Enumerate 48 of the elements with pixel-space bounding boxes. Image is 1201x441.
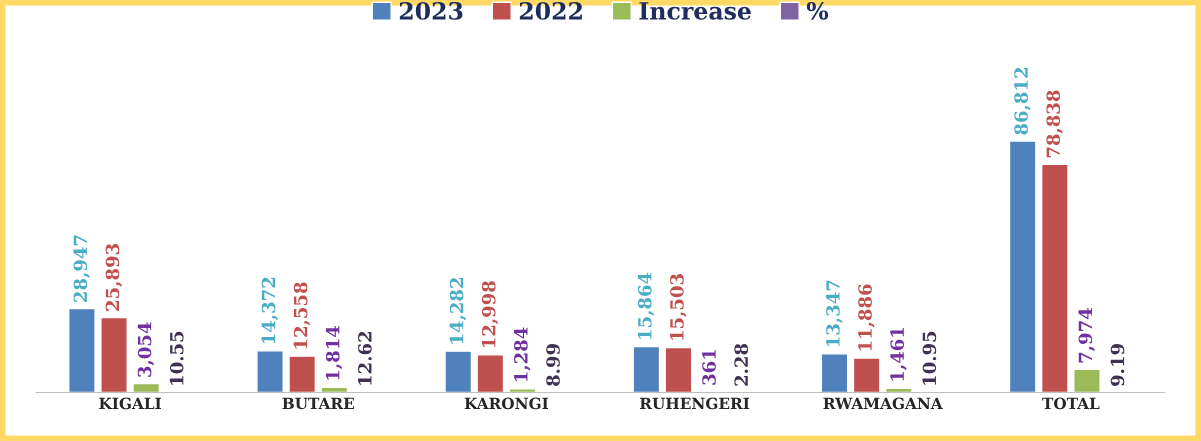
data-label: 14,372 [261, 277, 279, 344]
data-label: 11,886 [858, 284, 875, 351]
x-tick-label: KARONGI [464, 397, 549, 410]
legend-label: 2023 [399, 1, 463, 20]
bar [1073, 368, 1101, 393]
data-label: 7,974 [1078, 308, 1095, 363]
bar [820, 353, 849, 393]
legend-label: Increase [639, 2, 751, 20]
data-label: 1,461 [890, 327, 907, 381]
x-tick-label: TOTAL [1042, 397, 1100, 410]
data-label: 9.19 [1110, 344, 1125, 386]
x-tick-label: RUHENGERI [639, 397, 750, 410]
data-label: 15,503 [670, 274, 687, 340]
data-label: 10.95 [922, 331, 937, 385]
data-label: 12.62 [358, 331, 372, 385]
data-label: 361 [702, 350, 716, 385]
x-tick-label: KIGALI [99, 397, 162, 410]
bar [256, 350, 284, 393]
bar [852, 357, 881, 393]
data-label: 86,812 [1014, 68, 1031, 135]
bar [1040, 163, 1069, 393]
data-label: 3,054 [137, 322, 155, 377]
bar [664, 346, 693, 393]
data-label: 25,893 [105, 244, 122, 311]
data-label: 12,558 [293, 282, 311, 349]
data-label: 8.99 [546, 344, 560, 386]
data-label: 1,814 [325, 325, 343, 380]
legend-label: 2022 [519, 1, 582, 20]
bar [68, 307, 96, 393]
data-label: 15,864 [637, 272, 655, 339]
bar [632, 345, 661, 393]
data-label: 14,282 [449, 278, 467, 344]
x-tick-label: RWAMAGANA [823, 397, 943, 410]
bar [288, 355, 317, 393]
legend-label: % [806, 1, 829, 20]
data-label: 12,998 [481, 281, 499, 348]
x-tick-label: BUTARE [282, 397, 354, 410]
data-label: 13,347 [826, 280, 843, 347]
bar [132, 382, 161, 393]
bar [476, 354, 505, 393]
data-label: 78,838 [1046, 90, 1063, 158]
data-label: 28,947 [73, 235, 90, 302]
data-label: 1,284 [514, 327, 531, 382]
bar [444, 350, 473, 393]
data-label: 10.55 [169, 331, 184, 385]
bar [100, 316, 128, 393]
data-label: 2.28 [734, 343, 749, 386]
bar [1008, 141, 1037, 393]
